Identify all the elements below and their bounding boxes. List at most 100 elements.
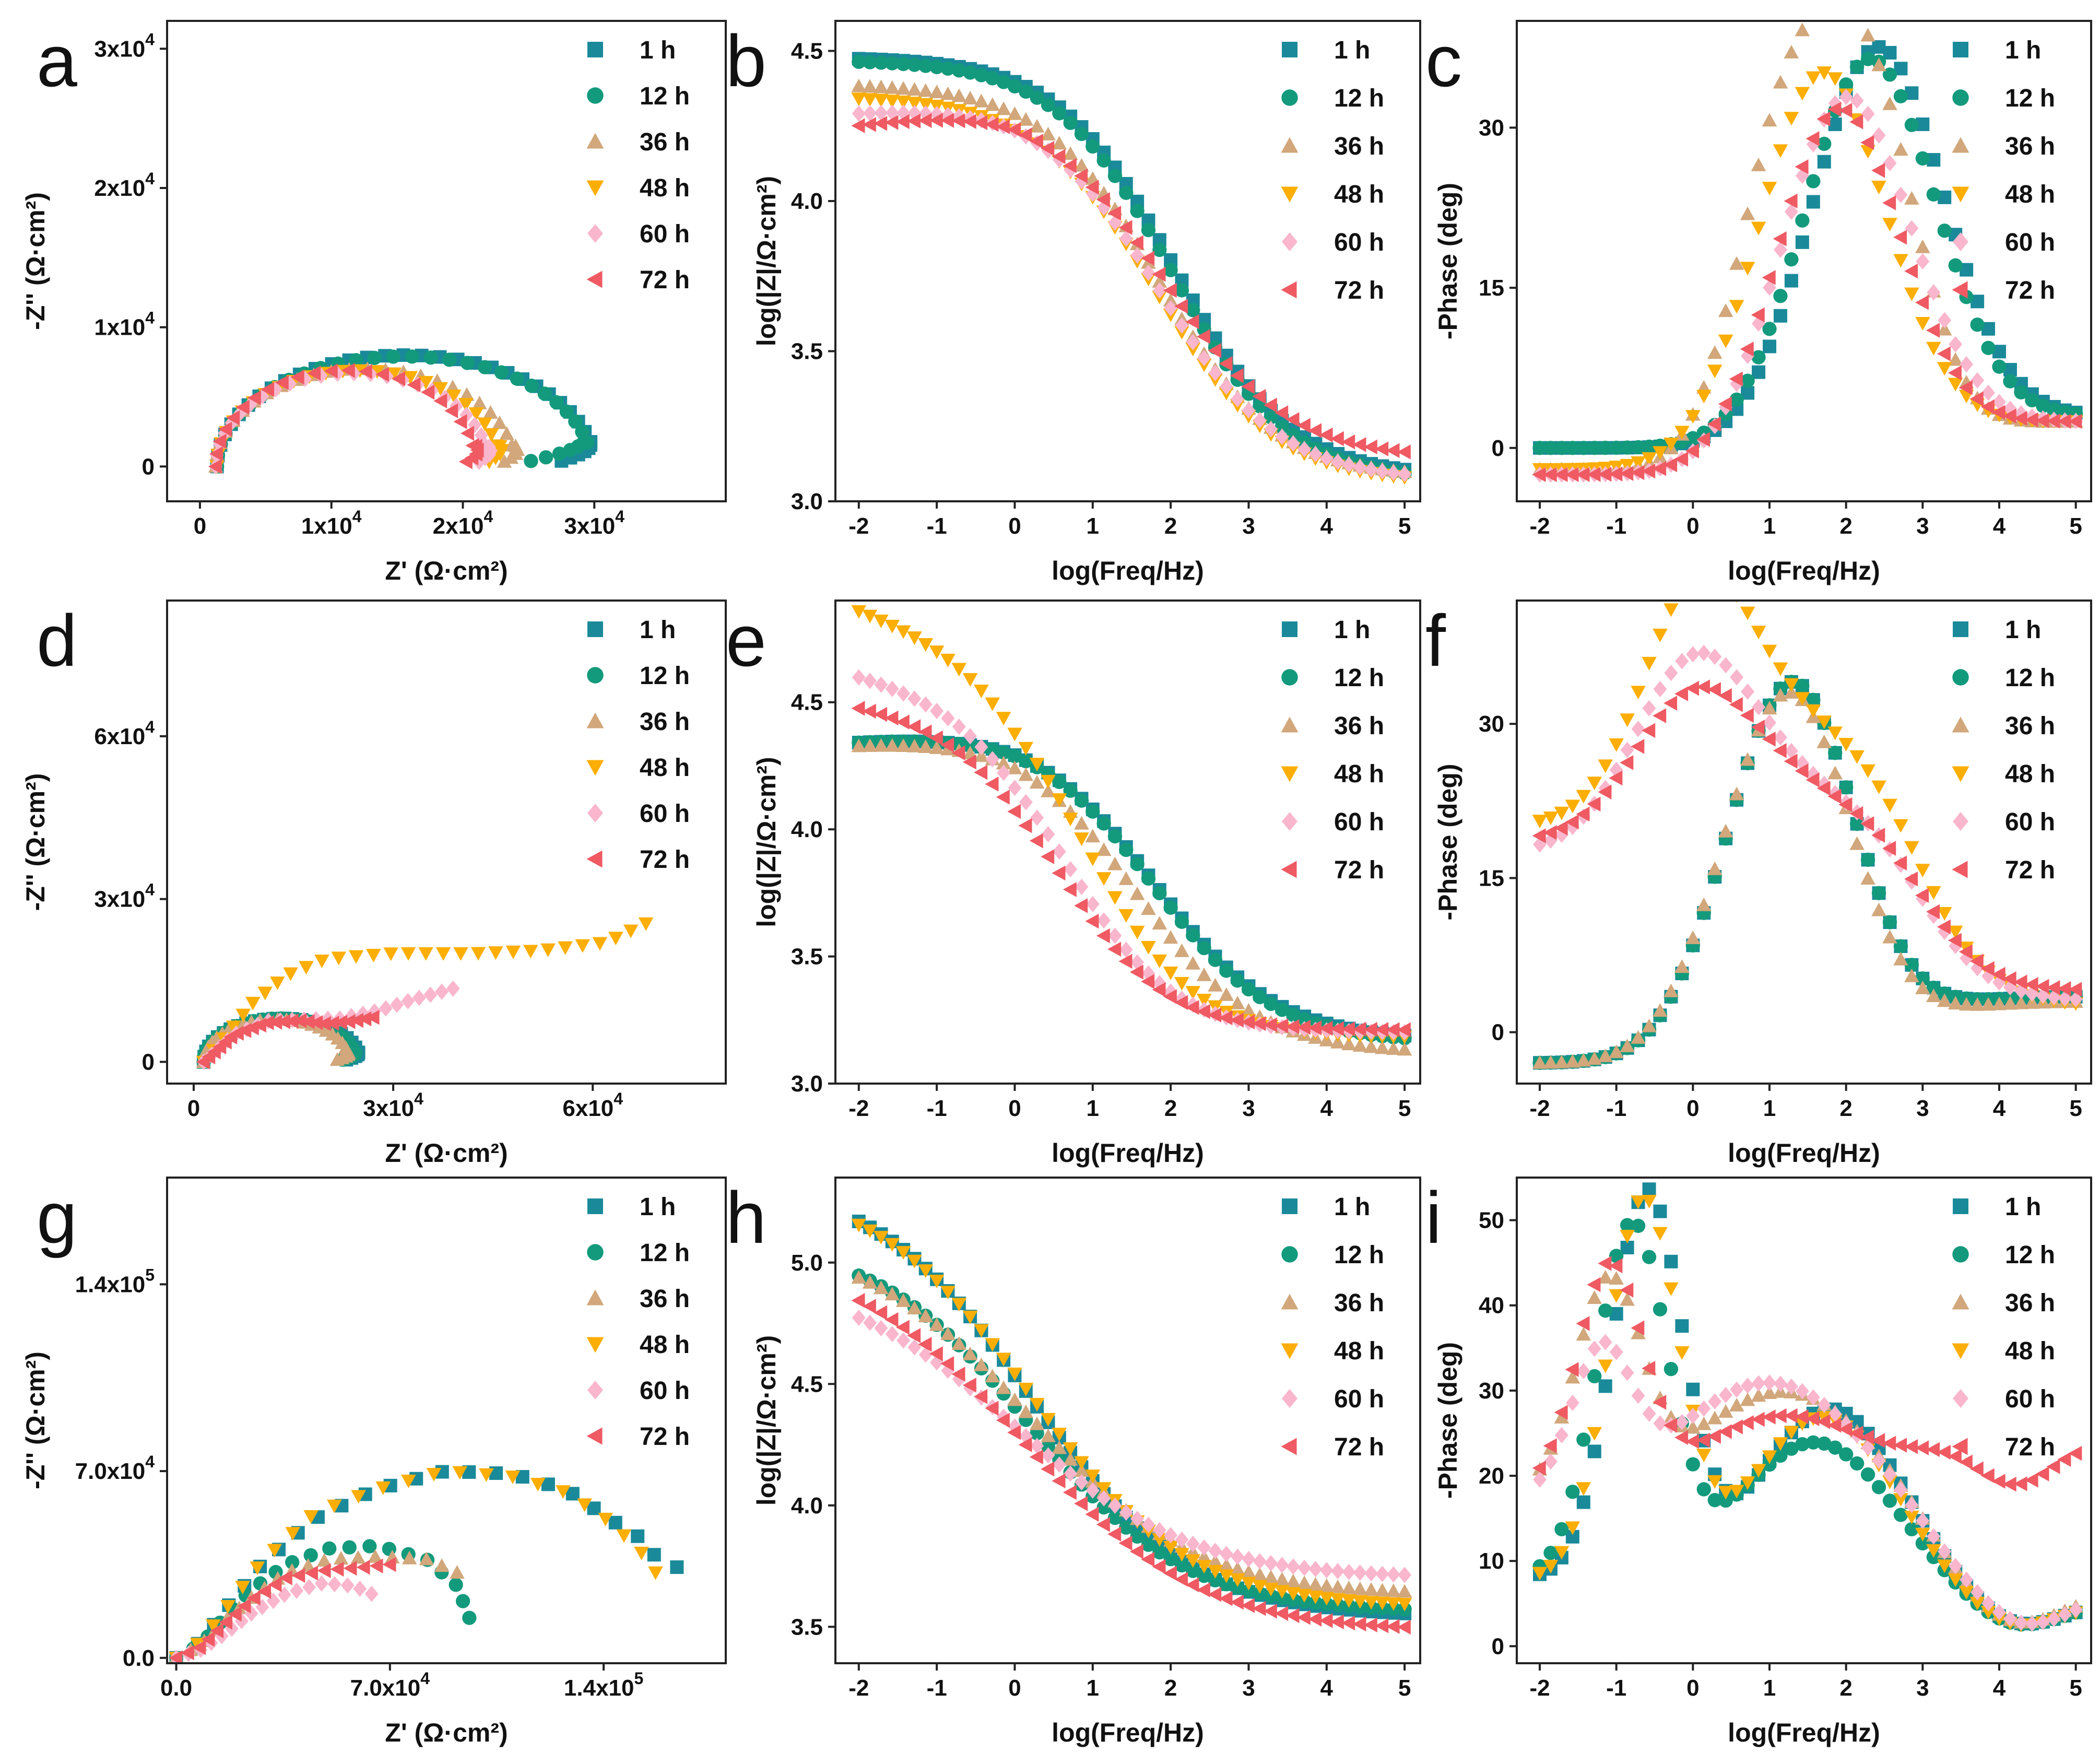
data-point [885,1326,899,1343]
legend-marker [1282,812,1297,831]
data-point [1063,115,1078,131]
data-point [1751,1388,1766,1402]
data-point [1086,896,1100,912]
data-point [1052,843,1066,860]
data-point [1762,701,1777,715]
data-point [1806,7,1821,21]
x-tick-label: 1x104 [301,507,362,539]
data-point [1085,852,1101,866]
data-point [1196,329,1210,344]
data-point [851,92,867,107]
data-point [1554,441,1569,455]
data-point [1285,1019,1300,1034]
data-point [1773,743,1787,758]
plot-frame [166,20,727,502]
data-point [1052,793,1067,807]
data-point [325,1016,339,1031]
data-point [985,742,1000,757]
data-point [874,1305,888,1321]
series-72h [1532,1256,2082,1492]
data-point [2047,402,2061,417]
data-point [1773,75,1788,89]
data-point [1806,766,1820,782]
data-point [884,1287,900,1301]
data-point [929,730,943,746]
data-point [862,738,878,752]
data-point [862,79,878,93]
data-point [1129,886,1145,900]
data-point [201,1631,215,1647]
data-point [1916,1512,1930,1529]
x-tick-label: 0 [1686,1675,1699,1701]
data-point [1598,1256,1612,1271]
data-point [307,366,321,381]
data-point [1752,1375,1766,1392]
data-point [1230,368,1244,383]
data-point [918,1336,932,1352]
data-point [1319,427,1333,443]
legend-label: 1 h [1334,616,1370,644]
legend-label: 72 h [1334,1433,1384,1461]
data-point [369,1558,383,1573]
legend-label: 60 h [2005,229,2055,256]
data-point [1860,852,1875,867]
data-point [1085,180,1099,195]
data-point [1959,1454,1973,1470]
data-point [1653,628,1668,642]
data-point [1631,1195,1646,1209]
x-axis-label: log(Freq/Hz) [1052,1718,1204,1747]
legend-label: 60 h [1334,229,1384,256]
y-axis-label: log(|Z|/Ω·cm²) [752,757,782,927]
data-point [1707,1429,1721,1444]
data-point [884,710,899,726]
data-point [208,459,222,474]
x-tick-label: 2 [1164,513,1177,539]
data-point [1806,772,1820,787]
data-point [1806,1411,1820,1427]
data-point [1664,983,1679,997]
data-point [1849,806,1863,821]
data-point [1762,1457,1777,1472]
data-point [974,1324,989,1338]
data-point [1773,688,1788,702]
data-point [1696,1432,1710,1448]
data-point [895,81,911,95]
data-point [1275,1557,1289,1573]
plot-area [1532,7,2083,483]
data-point [1860,28,1875,42]
x-tick-label: 3 [1242,1096,1255,1121]
plot-frame [1516,20,2092,502]
x-axis-label: Z' (Ω·cm²) [385,556,508,585]
data-point [1904,968,1919,982]
data-point [1620,1365,1634,1381]
legend-marker [587,1244,604,1261]
data-point [1871,1480,1886,1495]
data-point [2013,410,2027,426]
y-tick-label: 0 [1492,1020,1504,1045]
data-point [341,1014,356,1029]
data-point [1532,441,1547,455]
data-point [1740,606,1755,620]
data-point [1064,1465,1078,1482]
plot-area [1532,1182,2083,1632]
data-point [1642,463,1656,479]
data-point [1871,163,1885,178]
data-point [1740,1392,1755,1406]
data-point [1576,1316,1590,1331]
data-point [268,1577,282,1592]
data-point [1806,136,1820,152]
data-point [951,113,965,128]
data-point [1729,1485,1744,1499]
data-point [1052,1440,1067,1454]
legend-marker [1953,232,1968,251]
data-point [1784,743,1798,759]
series-36h [851,738,1412,1056]
data-point [1565,1362,1579,1377]
y-tick-label: 0 [142,454,155,479]
data-point [190,1638,205,1652]
y-tick-label: 50 [1479,1208,1504,1233]
data-point [383,947,398,961]
data-point [1773,1408,1787,1424]
data-point [929,1317,945,1331]
data-point [1969,954,1984,969]
